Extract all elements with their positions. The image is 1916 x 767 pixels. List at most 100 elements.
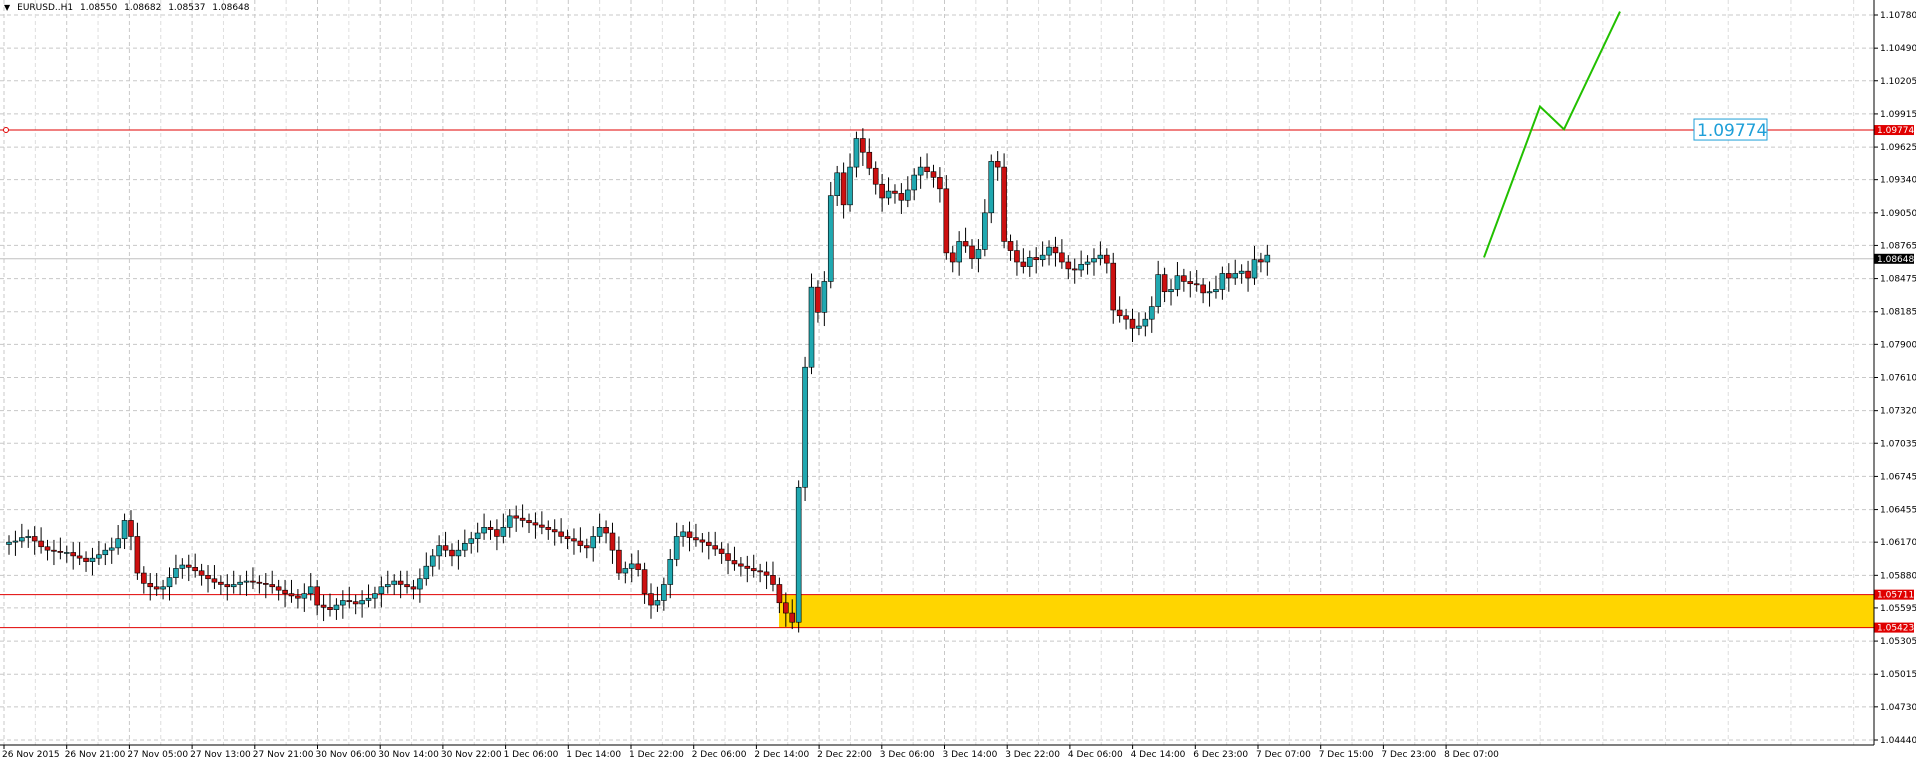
projection-path[interactable] [1483, 11, 1621, 258]
candle-bearish [494, 529, 500, 537]
candle-bullish [301, 593, 308, 599]
level-price-label: 1.05423 [1877, 624, 1914, 634]
candle-bullish [359, 600, 365, 605]
support-zone[interactable] [779, 594, 1874, 628]
candle-bearish [1258, 259, 1264, 263]
symbol-name: EURUSD..H1 [17, 3, 74, 13]
candle-bullish [89, 557, 96, 562]
candle-bullish [307, 586, 314, 594]
candle-bullish [340, 600, 346, 606]
candle-bearish [76, 555, 83, 559]
candle-bullish [1136, 325, 1142, 329]
candle-bearish [410, 586, 417, 590]
candle-bearish [1129, 318, 1136, 329]
candle-bullish [230, 584, 237, 588]
candle-bearish [757, 570, 763, 573]
candle-bearish [487, 527, 494, 530]
candle-bearish [224, 584, 231, 588]
candle-bearish [872, 167, 879, 185]
candle-bearish [205, 575, 211, 580]
candle-bullish [12, 540, 19, 543]
candle-bullish [436, 545, 442, 557]
candle-bearish [262, 583, 269, 585]
candle-bullish [590, 536, 597, 549]
candle-bearish [327, 607, 333, 610]
y-tick-label: 1.09915 [1880, 110, 1916, 120]
candle-bearish [134, 536, 141, 574]
ohlc-high: 1.08682 [124, 3, 162, 13]
y-tick-label: 1.08475 [1880, 275, 1916, 285]
candle-bullish [827, 195, 834, 282]
level-price-tag [1874, 622, 1914, 633]
y-tick-label: 1.07610 [1880, 374, 1916, 384]
x-tick-label: 6 Dec 23:00 [1193, 750, 1248, 760]
symbol-menu-caret-icon[interactable]: ▼ [4, 3, 11, 12]
candle-bearish [1187, 281, 1194, 285]
candle-bullish [680, 531, 686, 537]
candle-bearish [641, 569, 648, 594]
candle-bullish [795, 486, 802, 623]
candle-bearish [352, 601, 359, 605]
candle-bearish [83, 557, 89, 562]
x-tick-label: 27 Nov 13:00 [190, 750, 251, 760]
candle-bullish [25, 536, 32, 538]
level-price-label: 1.09774 [1877, 126, 1914, 136]
candle-bearish [526, 520, 532, 524]
candle-bearish [898, 193, 905, 201]
candle-bearish [1052, 246, 1059, 254]
candle-bullish [596, 527, 603, 537]
candle-bearish [70, 552, 76, 557]
x-tick-label: 27 Nov 21:00 [253, 750, 314, 760]
candle-bullish [19, 537, 25, 542]
candle-bearish [815, 286, 821, 313]
candle-bearish [185, 564, 192, 568]
candle-bullish [821, 281, 828, 313]
candle-bullish [673, 536, 680, 560]
candle-bearish [275, 586, 282, 591]
level-annotation-box[interactable] [1693, 118, 1768, 141]
candle-bullish [179, 564, 186, 569]
x-tick-label: 26 Nov 2015 [2, 750, 60, 760]
candle-bullish [481, 527, 487, 534]
candle-bullish [988, 161, 995, 214]
candle-bullish [911, 174, 918, 191]
candle-bearish [558, 531, 564, 537]
candle-bearish [577, 540, 584, 546]
candle-bearish [1181, 275, 1187, 282]
y-tick-label: 1.07035 [1880, 439, 1916, 449]
candle-bullish [166, 577, 173, 588]
candle-bearish [962, 241, 969, 247]
candle-bearish [949, 252, 956, 263]
candle-bullish [1155, 274, 1161, 307]
candle-bearish [404, 584, 410, 588]
candle-bearish [1245, 270, 1251, 279]
candle-bearish [57, 551, 64, 553]
x-tick-label: 2 Dec 22:00 [817, 750, 872, 760]
candle-bullish [1039, 254, 1046, 261]
level-line-handle-icon[interactable] [3, 127, 9, 134]
candle-bearish [725, 553, 731, 561]
level-annotation-text: 1.09774 [1697, 121, 1767, 141]
candle-bullish [847, 166, 853, 206]
x-tick-label: 3 Dec 06:00 [880, 750, 935, 760]
candle-bearish [648, 593, 654, 606]
y-tick-label: 1.05880 [1880, 571, 1916, 581]
candle-bearish [51, 549, 57, 552]
candle-bullish [1026, 257, 1033, 267]
level-price-tag [1874, 125, 1914, 136]
candle-bearish [295, 595, 301, 599]
candle-bullish [802, 366, 808, 488]
candle-bearish [937, 177, 943, 190]
candle-bearish [731, 560, 738, 565]
candle-bearish [1001, 166, 1007, 242]
candle-bullish [1084, 261, 1091, 265]
y-tick-label: 1.05595 [1880, 604, 1916, 614]
y-tick-label: 1.08185 [1880, 308, 1916, 318]
candle-bullish [1097, 254, 1104, 259]
candle-bullish [417, 578, 423, 590]
candle-bearish [860, 138, 866, 153]
candle-bullish [333, 604, 340, 610]
y-tick-label: 1.05015 [1880, 670, 1916, 680]
